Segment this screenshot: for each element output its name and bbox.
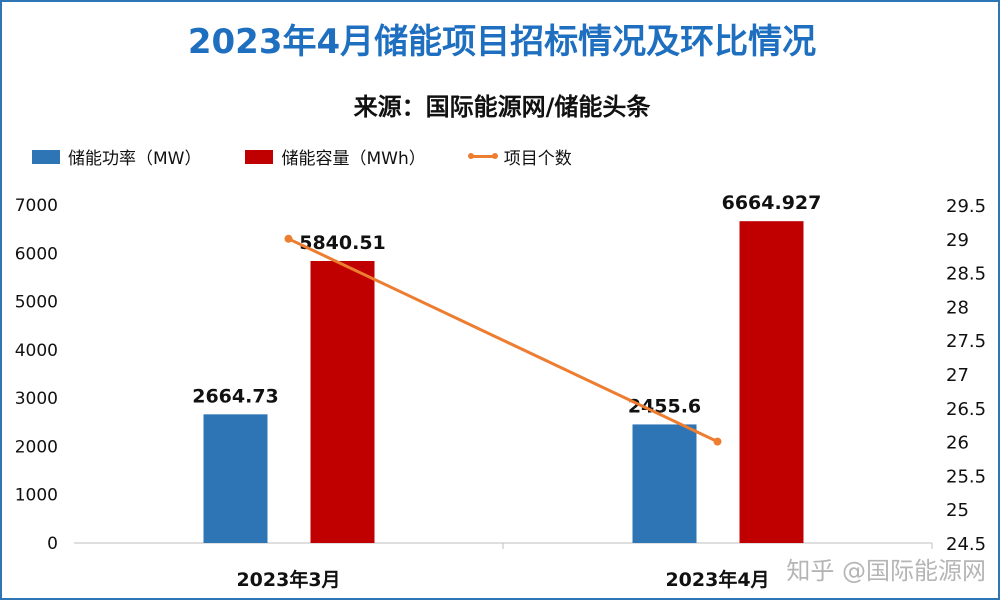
bar-power (203, 414, 268, 543)
left-tick-label: 3000 (15, 389, 58, 409)
right-tick-label: 28.5 (946, 264, 986, 285)
watermark: 知乎 @国际能源网 (786, 557, 986, 585)
right-tick-label: 29 (946, 230, 969, 251)
legend: 储能功率（MW） 储能容量（MWh） 项目个数 (32, 144, 616, 169)
left-tick-label: 7000 (15, 196, 58, 216)
right-tick-label: 27.5 (946, 331, 986, 352)
chart-title: 2023年4月储能项目招标情况及环比情况 (187, 22, 817, 62)
data-label: 6664.927 (722, 192, 822, 214)
legend-label: 项目个数 (503, 149, 572, 169)
legend-item-count: 项目个数 (467, 144, 572, 169)
bar-power (632, 424, 697, 543)
left-tick-label: 4000 (15, 341, 58, 361)
legend-label: 储能功率（MW） (68, 149, 202, 169)
legend-swatch-blue (32, 149, 60, 164)
line-point (713, 437, 722, 446)
left-tick-label: 5000 (15, 293, 58, 313)
right-tick-label: 27 (946, 365, 969, 386)
x-tick-label: 2023年4月 (665, 568, 769, 591)
bar-capacity (310, 260, 375, 543)
legend-label: 储能容量（MWh） (281, 149, 426, 169)
bar-capacity (739, 221, 804, 543)
left-tick-label: 0 (47, 534, 58, 554)
right-tick-label: 28 (946, 297, 969, 318)
data-label: 2664.73 (192, 385, 279, 407)
right-tick-label: 25.5 (946, 466, 986, 487)
legend-item-capacity: 储能容量（MWh） (245, 144, 426, 169)
data-label: 5840.51 (299, 232, 386, 254)
left-tick-label: 1000 (15, 486, 58, 506)
left-tick-label: 2000 (15, 437, 58, 457)
legend-line-orange (467, 153, 498, 159)
x-tick-label: 2023年3月 (236, 568, 340, 591)
right-tick-label: 29.5 (946, 196, 986, 217)
right-tick-label: 26.5 (946, 399, 986, 420)
right-tick-label: 25 (946, 500, 969, 521)
line-point (284, 234, 293, 243)
legend-swatch-red (245, 149, 274, 164)
right-tick-label: 26 (946, 433, 969, 454)
data-label: 2455.6 (628, 395, 701, 417)
line-project-count (287, 237, 719, 443)
chart-subtitle: 来源：国际能源网/储能头条 (353, 93, 651, 121)
left-tick-label: 6000 (15, 244, 58, 264)
right-tick-label: 24.5 (946, 534, 986, 555)
legend-item-power: 储能功率（MW） (32, 144, 201, 169)
